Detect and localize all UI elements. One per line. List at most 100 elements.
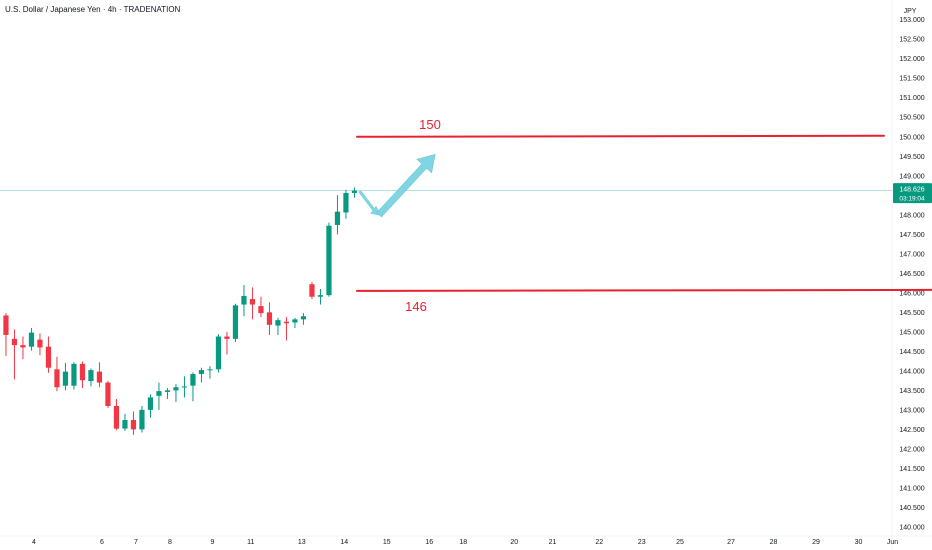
level-line-150 xyxy=(356,134,885,138)
x-tick-label: 22 xyxy=(595,539,603,546)
candle-body xyxy=(283,321,290,324)
y-tick-label: 148.000 xyxy=(899,212,924,219)
projection-arrow xyxy=(358,153,436,218)
x-tick-label: 28 xyxy=(770,539,778,546)
candle-body xyxy=(343,192,349,213)
candle-body xyxy=(113,405,120,429)
y-tick-label: 151.000 xyxy=(899,95,924,102)
candle-body xyxy=(190,373,196,386)
candle-body xyxy=(317,295,324,297)
candle-body xyxy=(266,312,273,325)
y-tick-label: 149.000 xyxy=(899,173,924,180)
candle-body xyxy=(351,190,358,193)
candle-body xyxy=(28,332,35,347)
y-tick-label: 149.500 xyxy=(899,154,924,161)
candle-body xyxy=(105,382,111,406)
y-tick-label: 144.000 xyxy=(899,368,924,375)
candle-body xyxy=(62,371,69,386)
candle-body xyxy=(164,390,171,392)
candle-body xyxy=(198,370,205,374)
y-tick-label: 143.500 xyxy=(899,388,924,395)
x-tick-label: Jun xyxy=(887,539,898,546)
price-tag: 148.626 03:19:04 xyxy=(893,183,932,204)
candle-body xyxy=(37,339,43,348)
candle-body xyxy=(156,391,162,396)
currency-label: JPY xyxy=(904,8,917,15)
price-tag-countdown: 03:19:04 xyxy=(899,196,925,203)
x-tick-label: 16 xyxy=(425,539,433,546)
candle-body xyxy=(334,211,341,225)
y-tick-label: 147.000 xyxy=(899,251,924,258)
y-tick-label: 153.000 xyxy=(899,17,924,24)
candle-body xyxy=(292,319,298,323)
candle-body xyxy=(45,346,52,368)
candle-body xyxy=(3,315,9,335)
x-tick-label: 13 xyxy=(298,539,306,546)
price-tag-box xyxy=(893,183,932,204)
price-tag-price: 148.626 xyxy=(899,187,924,194)
arrow-leg-up xyxy=(376,153,436,218)
candle-body xyxy=(79,363,86,381)
candle-body xyxy=(326,225,332,296)
x-tick-label: 8 xyxy=(168,539,172,546)
candle-body xyxy=(139,409,145,430)
x-tick-label: 27 xyxy=(727,539,735,546)
candle-body xyxy=(147,397,154,410)
x-tick-label: 20 xyxy=(510,539,518,546)
x-axis: 4 6 7 8 9 11 13 14 15 16 18 20 21 22 23 25 27 28 29 30 Jun xyxy=(32,539,898,546)
x-tick-label: 9 xyxy=(211,539,215,546)
candle-body xyxy=(122,420,128,429)
y-axis: 153.000 152.500 152.000 151.500 151.000 150.5… xyxy=(899,17,924,531)
candle-body xyxy=(88,370,94,382)
candle-body xyxy=(232,305,239,339)
candle-body xyxy=(224,336,230,339)
candle-body xyxy=(96,371,103,383)
y-tick-label: 150.500 xyxy=(899,115,924,122)
candle-body xyxy=(241,295,247,305)
y-tick-label: 141.500 xyxy=(899,466,924,473)
candle-body xyxy=(207,369,213,371)
candle-body xyxy=(54,369,60,388)
x-tick-label: 6 xyxy=(100,539,104,546)
y-tick-label: 145.500 xyxy=(899,310,924,317)
candle-body xyxy=(309,284,315,297)
candles xyxy=(3,187,358,435)
x-tick-label: 21 xyxy=(549,539,557,546)
y-tick-label: 152.500 xyxy=(899,37,924,44)
candle-body xyxy=(300,316,307,320)
candle-body xyxy=(71,363,77,386)
y-tick-label: 142.000 xyxy=(899,446,924,453)
y-tick-label: 146.000 xyxy=(899,290,924,297)
level-label-150: 150 xyxy=(419,117,441,132)
x-tick-label: 7 xyxy=(134,539,138,546)
candle-body xyxy=(20,345,26,348)
y-tick-label: 147.500 xyxy=(899,232,924,239)
y-tick-label: 144.500 xyxy=(899,349,924,356)
y-tick-label: 141.000 xyxy=(899,485,924,492)
x-tick-label: 14 xyxy=(340,539,348,546)
x-tick-label: 18 xyxy=(459,539,467,546)
candle-body xyxy=(258,306,264,314)
y-tick-label: 150.000 xyxy=(899,134,924,141)
level-line-146 xyxy=(356,288,932,292)
y-tick-label: 146.500 xyxy=(899,271,924,278)
x-tick-label: 30 xyxy=(855,539,863,546)
y-tick-label: 151.500 xyxy=(899,76,924,83)
y-tick-label: 145.000 xyxy=(899,329,924,336)
y-tick-label: 140.500 xyxy=(899,505,924,512)
x-tick-label: 4 xyxy=(32,539,36,546)
price-axis-bg xyxy=(892,0,932,550)
y-tick-label: 143.000 xyxy=(899,407,924,414)
candle-body xyxy=(215,336,222,370)
level-label-146: 146 xyxy=(405,299,427,314)
symbol-title: U.S. Dollar / Japanese Yen · 4h · TRADEN… xyxy=(5,5,181,14)
candle-body xyxy=(275,320,281,326)
candle-body xyxy=(11,338,18,346)
x-tick-label: 11 xyxy=(247,539,254,546)
candle-body xyxy=(249,299,256,305)
y-tick-label: 152.000 xyxy=(899,56,924,63)
x-tick-label: 23 xyxy=(638,539,646,546)
candle-body xyxy=(181,386,188,388)
